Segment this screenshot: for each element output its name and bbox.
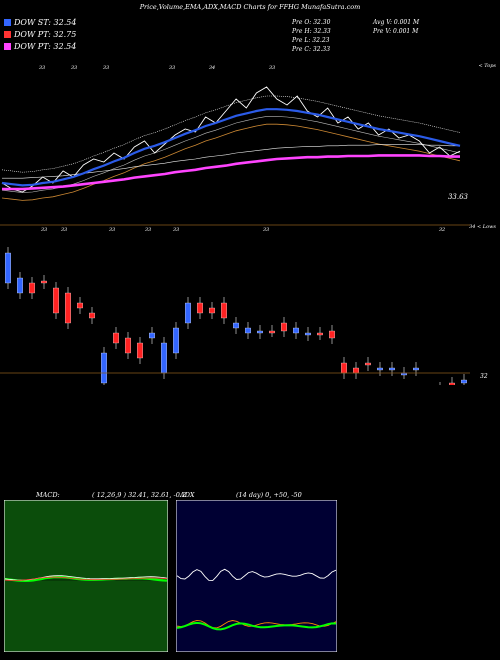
candle-body [209, 307, 215, 314]
candle-body [317, 332, 323, 336]
candle-body [245, 327, 251, 334]
right-axis-label: 32 [480, 373, 488, 380]
top-tick-label: 34 [209, 65, 215, 71]
candle-body [149, 332, 155, 339]
candle-body [161, 342, 167, 374]
chart-title: Price,Volume,EMA,ADX,MACD Charts for FFH… [139, 3, 361, 11]
candle-body [293, 327, 299, 334]
candle-body [125, 337, 131, 354]
low-tick-label: 33 [109, 227, 115, 233]
price-line [1, 86, 461, 193]
adx-panel [176, 500, 337, 652]
candle-body [461, 379, 467, 384]
candle-body [53, 287, 59, 314]
adx-background [176, 500, 337, 652]
candle-body [113, 332, 119, 344]
macd-panel [4, 500, 168, 652]
ema-pink-line [2, 154, 460, 191]
low-tick-label: 33 [145, 227, 151, 233]
legend-item-dow-pt: DOW PT: 32.75 [4, 30, 76, 39]
legend-swatch-red [4, 31, 11, 38]
candle-body [29, 282, 35, 294]
top-tick-label: 33 [169, 65, 175, 71]
legend-swatch-pink [4, 43, 11, 50]
low-tick-label: 33 [173, 227, 179, 233]
candle-body [101, 352, 107, 384]
macd-params: ( 12,26,9 ) 32.41, 32.61, -0.2 [92, 491, 187, 499]
candle-body [185, 302, 191, 324]
candle-body [281, 322, 287, 332]
low-tick-labels: 33 33 33 33 33 33 32 [41, 227, 445, 233]
avg-volume: Avg V: 0.001 M [373, 19, 420, 26]
legend-label: DOW ST: 32.54 [14, 18, 77, 27]
candle-body [365, 362, 371, 366]
candle-body [377, 367, 383, 371]
ema-white-upper [1, 95, 461, 173]
candle-body [449, 382, 455, 385]
legend-label: DOW PT: 32.54 [14, 42, 77, 51]
macd-title: MACD: [36, 491, 60, 499]
lows-label: 34 < Lows [469, 224, 496, 230]
adx-title: ADX [180, 491, 195, 499]
adx-minus-di-line [176, 619, 337, 629]
top-tick-label: 33 [269, 65, 275, 71]
candle-body [89, 312, 95, 319]
top-tick-label: 33 [39, 65, 45, 71]
tops-label: < Tops [478, 63, 496, 69]
ema-lines [1, 86, 461, 201]
macd-lines [4, 575, 168, 583]
top-tick-labels: 33 33 33 33 34 33 [39, 65, 275, 71]
candle-body [305, 332, 311, 336]
prev-close: Pre C: 32.33 [292, 46, 331, 53]
candlesticks [5, 247, 467, 385]
ema-fast-line [1, 108, 461, 187]
candle-body [341, 362, 347, 374]
macd-background [4, 500, 168, 652]
candle-body [329, 330, 335, 339]
top-tick-label: 33 [103, 65, 109, 71]
candle-body [65, 292, 71, 324]
legend-item-dow-pt2: DOW PT: 32.54 [4, 42, 76, 51]
candle-body [41, 280, 47, 284]
ema-white-lower [2, 144, 460, 179]
legend-label: DOW PT: 32.75 [14, 30, 77, 39]
adx-line [176, 568, 337, 581]
candle-body [137, 342, 143, 359]
prev-high: Pre H: 32.33 [292, 28, 331, 35]
candle-body [17, 277, 23, 294]
candle-body [77, 302, 83, 309]
candle-body [197, 302, 203, 314]
candle-body [389, 367, 395, 371]
candle-body [257, 330, 263, 334]
prev-low: Pre L: 32.23 [292, 37, 330, 44]
low-tick-label: 32 [439, 227, 445, 233]
adx-plus-di-line [176, 621, 337, 631]
legend-swatch-blue [4, 19, 11, 26]
ema-orange [1, 123, 461, 201]
macd-signal-line [4, 576, 168, 581]
candle-body [221, 302, 227, 319]
adx-params: (14 day) 0, +50, -50 [236, 491, 302, 499]
candle-body [233, 322, 239, 329]
candle-body [269, 330, 275, 334]
low-tick-label: 33 [41, 227, 47, 233]
candle-body [173, 327, 179, 354]
top-tick-label: 33 [71, 65, 77, 71]
ema-grey [1, 116, 461, 193]
candle-body [353, 367, 359, 374]
adx-lines [176, 568, 337, 631]
low-tick-label: 33 [61, 227, 67, 233]
legend-item-dow-st: DOW ST: 32.54 [4, 18, 76, 27]
last-price-label: 33.63 [448, 193, 469, 201]
low-tick-label: 33 [263, 227, 269, 233]
candle-body [413, 367, 419, 371]
price-chart: 33 33 33 33 34 33 < Tops 33.63 33 33 33 33 33 33 32… [0, 63, 496, 385]
prev-open: Pre O: 32.30 [292, 19, 331, 26]
candle-body [5, 252, 11, 284]
prev-volume: Pre V: 0.001 M [373, 28, 419, 35]
